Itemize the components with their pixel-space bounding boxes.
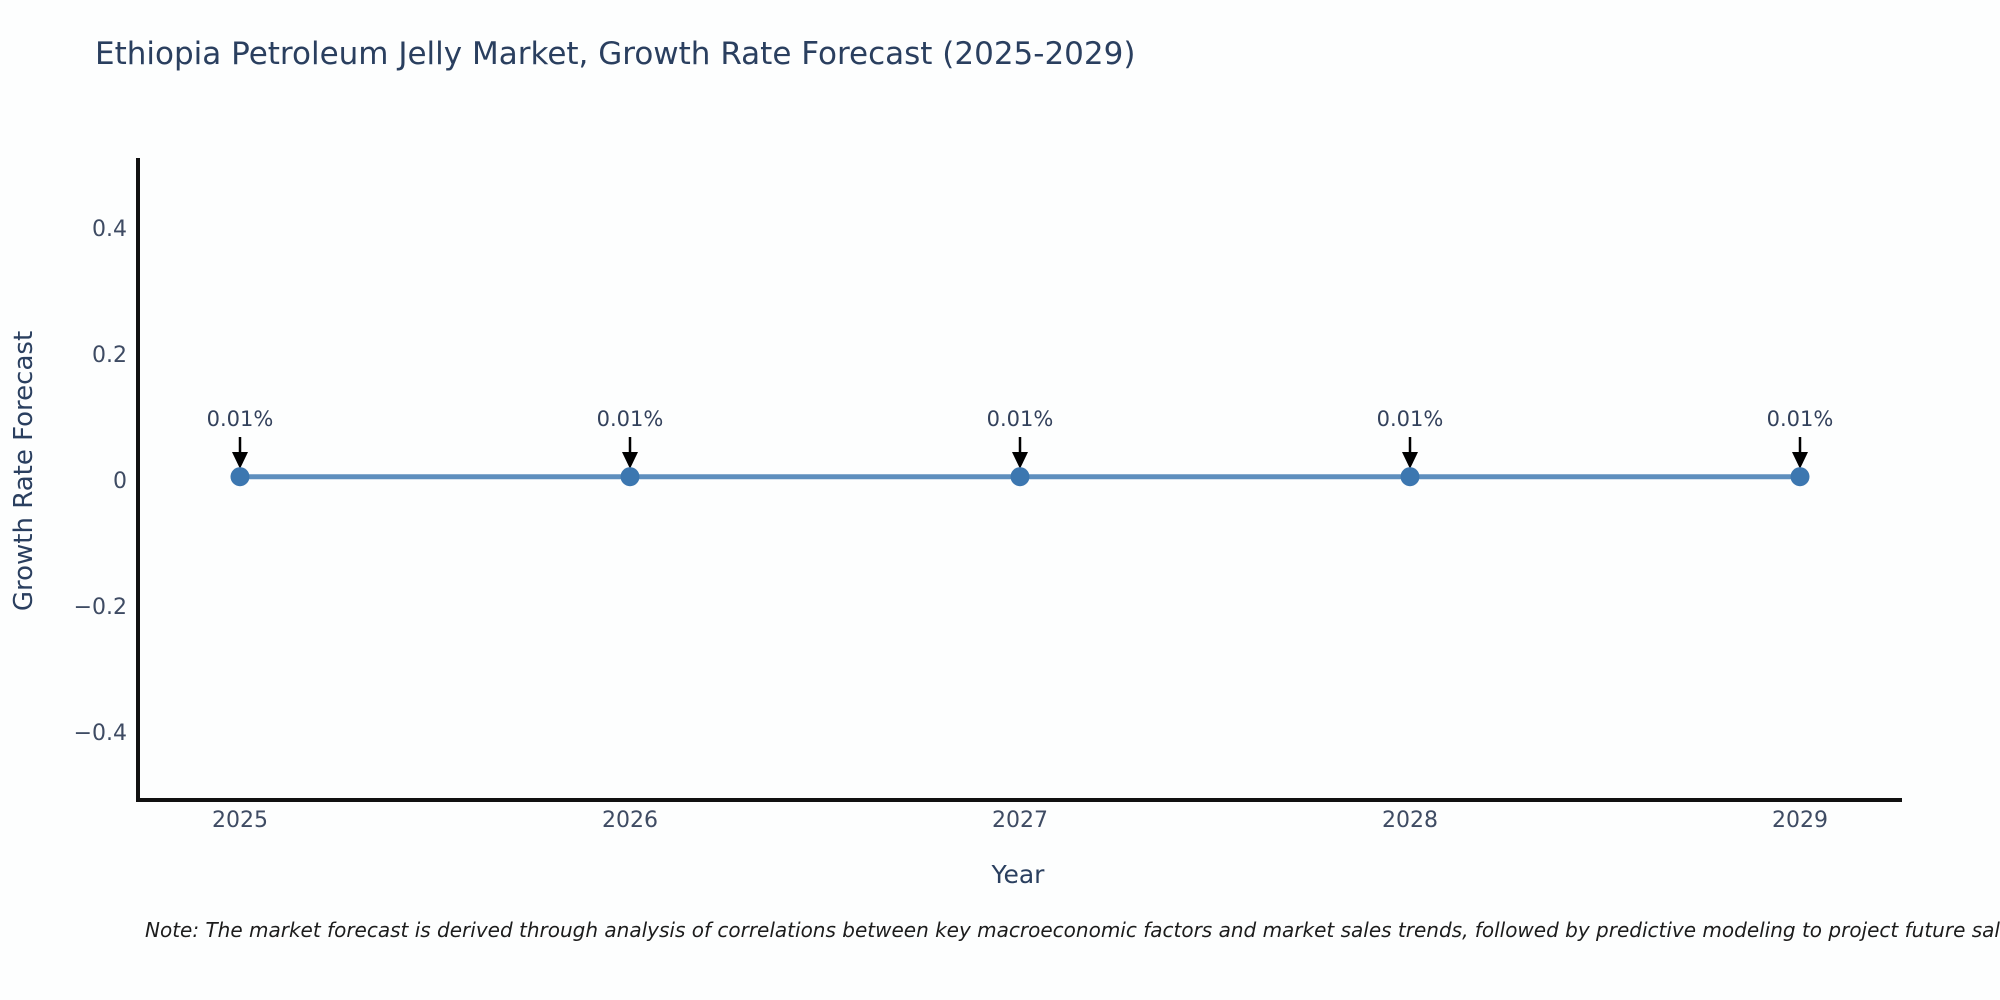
annotation-arrow-head xyxy=(232,452,248,469)
point-value-annotation: 0.01% xyxy=(1376,407,1444,431)
point-value-annotation: 0.01% xyxy=(206,407,274,431)
x-axis-title: Year xyxy=(991,860,1045,889)
data-point-marker xyxy=(620,467,640,487)
x-tick-label: 2029 xyxy=(1772,808,1828,833)
data-point-marker xyxy=(1010,467,1030,487)
annotation-arrow-head xyxy=(1792,452,1808,469)
data-point-marker xyxy=(230,467,250,487)
point-value-annotation: 0.01% xyxy=(596,407,664,431)
annotation-arrow-head xyxy=(1012,452,1028,469)
x-axis-spine xyxy=(136,798,1902,802)
y-tick-label: 0 xyxy=(113,469,127,494)
data-point-marker xyxy=(1400,467,1420,487)
x-tick-label: 2027 xyxy=(992,808,1048,833)
y-axis-spine xyxy=(136,158,140,802)
y-tick-label: −0.2 xyxy=(73,595,127,620)
annotation-arrow-head xyxy=(1402,452,1418,469)
footnote: Note: The market forecast is derived thr… xyxy=(145,918,2000,942)
chart-title: Ethiopia Petroleum Jelly Market, Growth … xyxy=(95,36,1136,72)
y-tick-label: 0.2 xyxy=(92,343,127,368)
point-value-annotation: 0.01% xyxy=(1766,407,1834,431)
x-tick-label: 2028 xyxy=(1382,808,1438,833)
annotation-arrow-head xyxy=(622,452,638,469)
x-tick-label: 2026 xyxy=(602,808,658,833)
data-point-marker xyxy=(1790,467,1810,487)
point-value-annotation: 0.01% xyxy=(986,407,1054,431)
y-tick-label: 0.4 xyxy=(92,217,127,242)
y-tick-label: −0.4 xyxy=(73,721,127,746)
x-tick-label: 2025 xyxy=(212,808,268,833)
